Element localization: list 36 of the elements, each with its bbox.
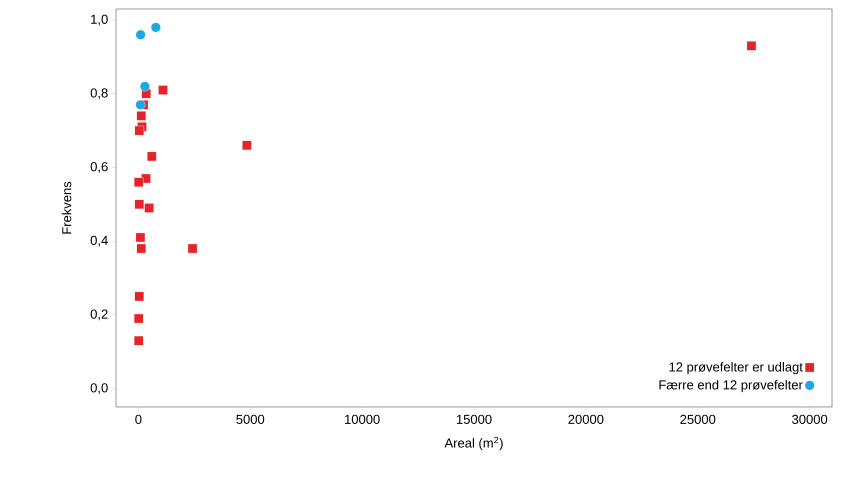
y-tick-label: 0,6 [90, 162, 108, 173]
point [147, 152, 157, 162]
x-tick-label: 25000 [680, 414, 716, 424]
point [150, 22, 161, 32]
y-tick-label: 0,4 [90, 236, 108, 247]
y-tick-label: 0,8 [90, 88, 108, 100]
point [140, 81, 150, 92]
point [134, 126, 144, 136]
point [134, 177, 144, 187]
point [158, 85, 168, 95]
x-tick-label: 0 [135, 414, 142, 424]
x-tick-label: 5000 [236, 414, 264, 424]
y-tick-label: 1,0 [91, 14, 108, 26]
point [136, 30, 146, 40]
x-tick-label: 30000 [792, 414, 828, 424]
y-tick-label: 0,0 [90, 383, 108, 394]
point [135, 100, 146, 110]
point [134, 336, 144, 346]
x-tick-label: 15000 [456, 414, 492, 424]
legend-label: 12 prøvefelter er udlagt [669, 362, 803, 374]
x-axis-title: Areal (m$^{2}$) [444, 436, 503, 450]
point [134, 292, 144, 302]
y-tick-label: 0,2 [90, 309, 108, 320]
x-tick-label: 10000 [345, 414, 380, 424]
point [144, 203, 154, 213]
legend-label: Færre end 12 prøvefelter [659, 380, 803, 392]
point [746, 41, 756, 51]
x-tick-label: 20000 [568, 414, 604, 424]
point [136, 244, 146, 254]
point [136, 232, 146, 242]
point [136, 111, 146, 121]
point [188, 244, 198, 254]
point [242, 140, 252, 150]
y-axis-title: Frekvens [62, 182, 72, 234]
point [134, 200, 144, 210]
point [134, 314, 144, 324]
